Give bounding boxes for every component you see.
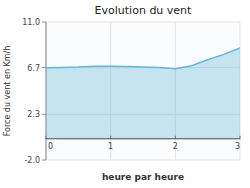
area-fill — [46, 48, 240, 139]
tick-label: 3 — [235, 142, 240, 151]
grid-line — [46, 160, 240, 161]
x-axis-label: heure par heure — [102, 172, 184, 182]
tick-label: 0 — [48, 142, 53, 151]
tick-label: 2.3 — [27, 110, 40, 119]
tick-label: 2 — [173, 142, 178, 151]
tick — [42, 114, 46, 115]
tick-label: 1 — [108, 142, 113, 151]
tick-label: 6.7 — [27, 64, 40, 73]
tick-label: 11.0 — [22, 18, 40, 27]
tick — [42, 22, 46, 23]
y-axis-label: Force du vent en Km/h — [3, 46, 12, 137]
chart: -2.0 2.3 6.7 11.0 0 1 2 3 Evolution du vent heure… — [0, 0, 250, 188]
axes: -2.0 2.3 6.7 11.0 0 1 2 3 — [22, 18, 240, 165]
tick — [42, 67, 46, 68]
area-line — [46, 48, 240, 69]
series — [46, 48, 240, 139]
grid-line — [46, 22, 240, 23]
grid — [46, 22, 240, 160]
tick-label: -2.0 — [24, 156, 40, 165]
title: Evolution du vent — [95, 4, 192, 17]
plot-area — [46, 22, 240, 160]
tick — [42, 160, 46, 161]
